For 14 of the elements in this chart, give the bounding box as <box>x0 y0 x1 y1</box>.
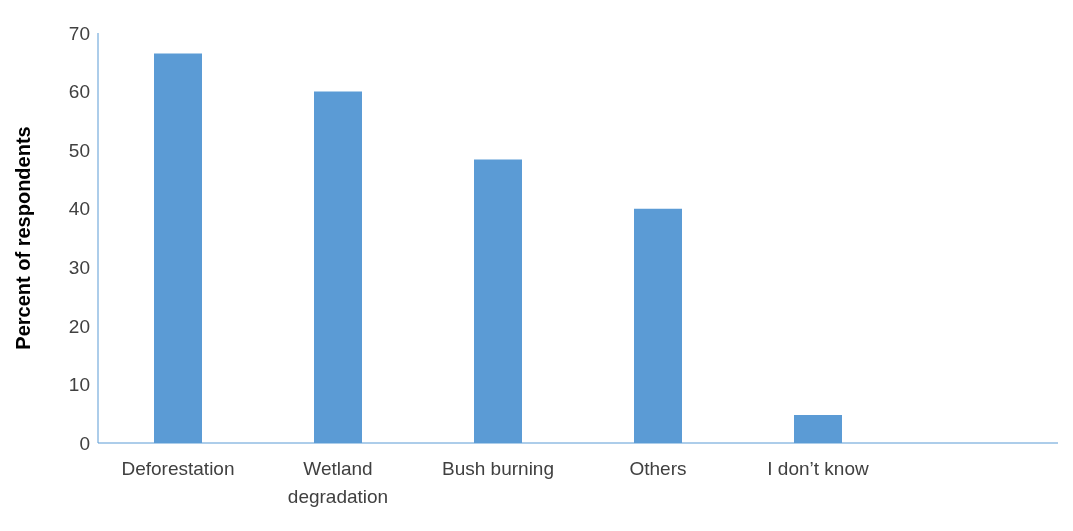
x-tick-label: Others <box>629 458 687 479</box>
y-axis-title: Percent of respondents <box>12 126 35 350</box>
y-tick-label: 40 <box>68 198 90 220</box>
x-tick-label: Deforestation <box>121 458 235 479</box>
y-tick-label: 50 <box>68 139 90 161</box>
x-tick-label: Bush burning <box>442 458 554 479</box>
x-tick-label: Wetland degradation <box>287 458 389 507</box>
x-tick-label: I don’t know <box>767 458 869 479</box>
y-tick-label: 70 <box>68 22 90 44</box>
y-tick-label: 60 <box>68 81 90 103</box>
y-tick-label: 10 <box>68 374 90 396</box>
y-tick-label: 30 <box>68 257 90 279</box>
y-tick-label: 20 <box>68 315 90 337</box>
y-tick-label: 0 <box>79 432 90 454</box>
